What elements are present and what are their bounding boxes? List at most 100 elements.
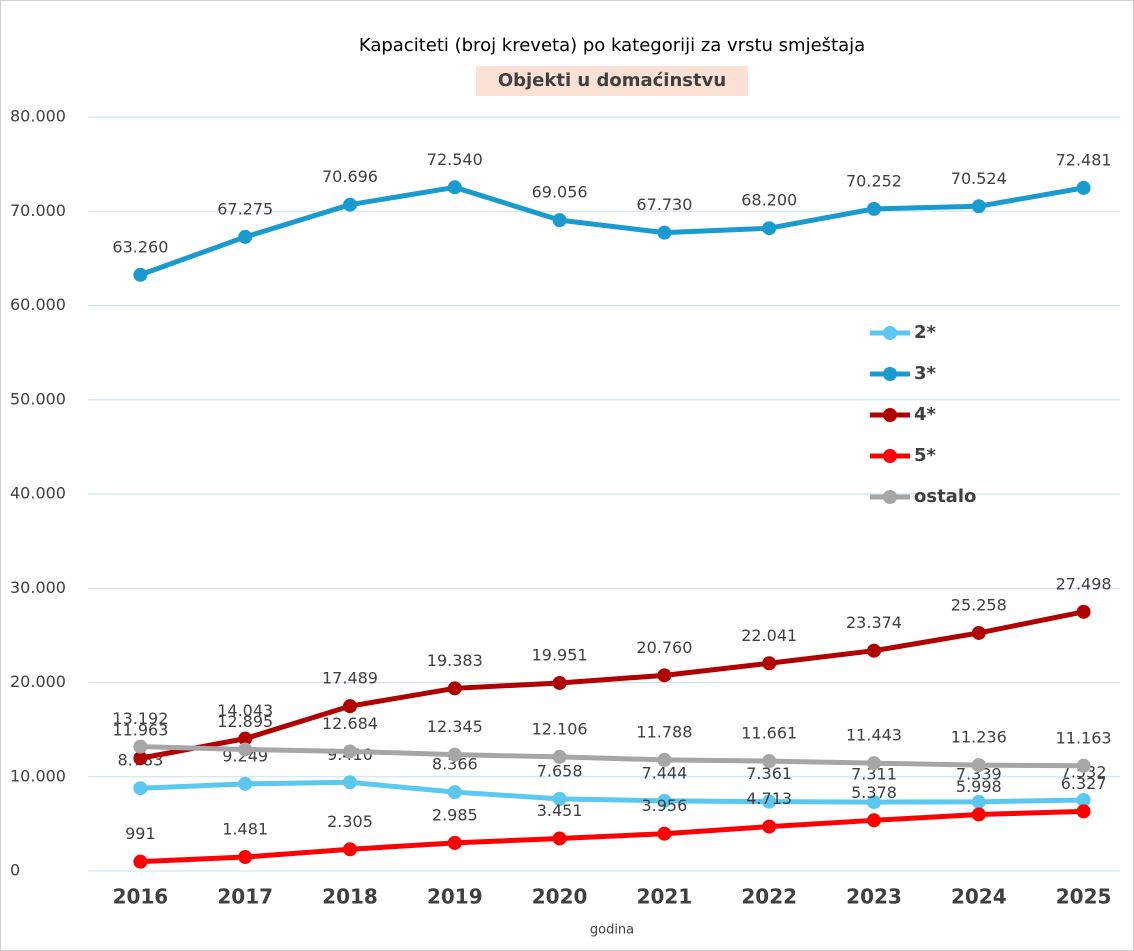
series-point [133, 751, 148, 766]
x-tick-label: 2024 [951, 885, 1007, 909]
series-point [867, 795, 881, 810]
series-point [1076, 804, 1091, 819]
data-label: 11.443 [846, 726, 902, 745]
series-point [343, 775, 357, 790]
series-point [238, 731, 253, 746]
data-label: 11.963 [112, 721, 168, 740]
series-point [657, 793, 672, 808]
series-line [140, 779, 1084, 805]
y-tick-label: 0 [10, 861, 20, 880]
data-label: 5.998 [956, 777, 1002, 796]
series-point [867, 201, 881, 216]
x-tick-label: 2023 [846, 885, 902, 909]
data-label: 70.524 [951, 169, 1007, 188]
series-line [140, 808, 1084, 865]
series-point [238, 776, 253, 791]
legend-marker [883, 408, 897, 422]
data-label: 11.163 [1056, 728, 1112, 747]
data-label: 70.252 [846, 171, 902, 190]
series-point [762, 794, 777, 809]
series-point [762, 819, 777, 834]
series-point [867, 813, 881, 828]
x-tick-label: 2022 [741, 885, 797, 909]
data-label: 3.451 [537, 801, 583, 820]
series-point [657, 225, 672, 240]
legend-label: 5* [914, 445, 937, 466]
data-label: 12.345 [427, 717, 483, 736]
series-point [133, 781, 148, 796]
data-label: 4.713 [746, 789, 792, 808]
series-point [343, 744, 357, 759]
data-label: 67.730 [636, 195, 692, 214]
data-label: 12.684 [322, 714, 378, 733]
series-point [971, 807, 986, 822]
data-label: 7.311 [851, 765, 897, 784]
series-point [238, 742, 253, 757]
y-tick-label: 10.000 [10, 766, 66, 785]
data-label: 2.305 [327, 812, 373, 831]
series-line [139, 609, 1085, 761]
x-tick-label: 2016 [113, 885, 169, 909]
series-line [139, 184, 1085, 278]
legend-label: 4* [914, 404, 937, 425]
series-point [447, 785, 462, 800]
y-tick-label: 80.000 [10, 107, 66, 126]
x-tick-label: 2020 [532, 885, 588, 909]
data-label: 1.481 [222, 820, 268, 839]
legend-marker [883, 326, 897, 340]
series-point [552, 749, 567, 764]
series-point [657, 752, 672, 767]
data-label: 67.275 [217, 199, 273, 218]
series-point [971, 199, 986, 214]
series-point [552, 831, 567, 846]
series-point [133, 854, 148, 869]
series-point [762, 656, 777, 671]
data-label: 22.041 [741, 626, 797, 645]
data-label: 7.658 [537, 761, 583, 780]
x-tick-label: 2018 [322, 885, 378, 909]
data-label: 27.498 [1056, 574, 1112, 593]
data-label: 12.895 [217, 712, 273, 731]
series-point [1076, 604, 1091, 619]
data-label: 69.056 [532, 183, 588, 202]
y-tick-label: 20.000 [10, 672, 66, 691]
legend-marker [883, 490, 897, 504]
x-tick-label: 2019 [427, 885, 483, 909]
data-label: 20.760 [636, 638, 692, 657]
series-point [657, 826, 672, 841]
data-label: 68.200 [741, 191, 797, 210]
legend-marker [883, 449, 897, 463]
series-point [447, 747, 462, 762]
subtitle-background [476, 66, 748, 96]
x-tick-label: 2025 [1056, 885, 1112, 909]
data-label: 8.366 [432, 755, 478, 774]
legend-label: 2* [914, 322, 937, 343]
data-label: 19.383 [427, 651, 483, 670]
series-point [447, 681, 462, 696]
data-label: 7.444 [641, 763, 687, 782]
data-label: 7.361 [746, 764, 792, 783]
data-label: 72.540 [427, 150, 483, 169]
series-point [1076, 793, 1091, 808]
data-label: 6.327 [1061, 774, 1107, 793]
data-label: 3.956 [641, 796, 687, 815]
x-axis-label: godina [590, 923, 634, 938]
series-point [1076, 180, 1091, 195]
data-label: 5.378 [851, 783, 897, 802]
series-point [971, 794, 986, 809]
legend-marker [883, 367, 897, 381]
data-label: 17.489 [322, 669, 378, 688]
legend-label: ostalo [914, 486, 976, 507]
series-point [1076, 758, 1091, 773]
x-tick-label: 2021 [637, 885, 693, 909]
y-tick-label: 30.000 [10, 578, 66, 597]
data-label: 70.696 [322, 167, 378, 186]
data-label: 7.339 [956, 764, 1002, 783]
data-label: 23.374 [846, 613, 902, 632]
series-point [447, 180, 462, 195]
y-tick-label: 50.000 [10, 389, 66, 408]
series-point [552, 213, 567, 228]
series-point [343, 197, 357, 212]
